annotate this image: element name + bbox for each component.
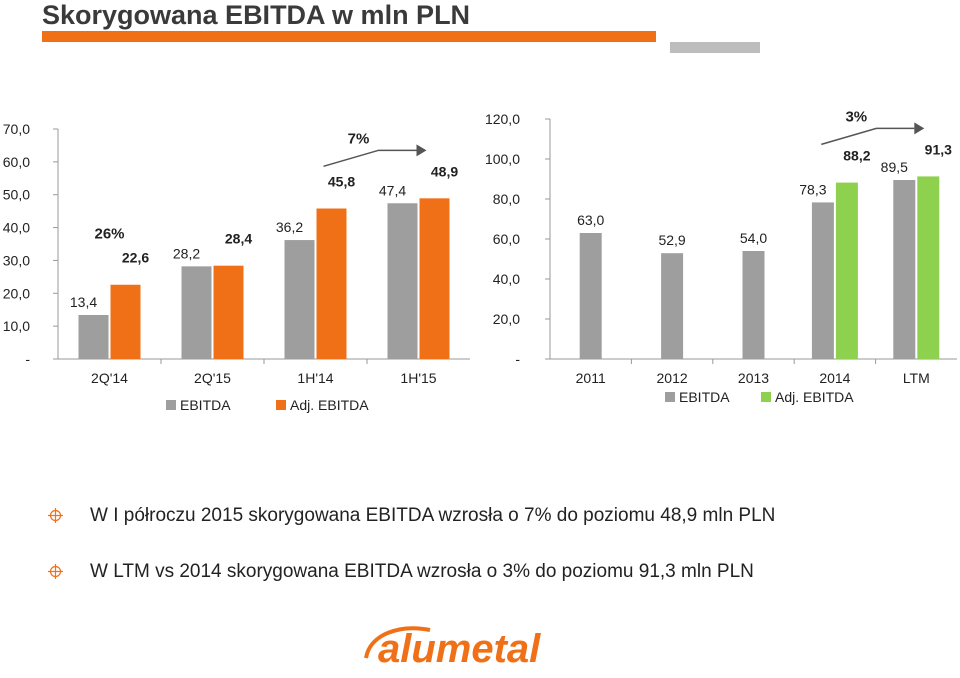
y-tick-label: 40,0 [493, 271, 520, 287]
data-label: 89,5 [881, 159, 908, 175]
alumetal-logo: alumetal [364, 626, 541, 671]
x-tick-label: 1H'14 [297, 370, 333, 386]
data-label: 88,2 [843, 148, 870, 164]
bar [917, 176, 940, 359]
bar [811, 202, 834, 359]
y-tick-label: 80,0 [493, 191, 520, 207]
data-label: 63,0 [577, 212, 604, 228]
y-tick-label: 20,0 [3, 285, 30, 301]
legend-label: Adj. EBITDA [290, 397, 369, 413]
crosshair-bullet-icon [48, 508, 63, 523]
growth-annotation: 7% [348, 130, 370, 147]
x-tick-label: 2Q'15 [194, 370, 231, 386]
bar [419, 198, 450, 359]
growth-annotation: 26% [94, 226, 124, 243]
legend-label: EBITDA [180, 397, 231, 413]
growth-arrow-line [821, 127, 915, 146]
bar [213, 265, 244, 359]
growth-arrow-line [323, 149, 417, 168]
growth-arrow-head [416, 144, 427, 157]
title-underline-orange [42, 31, 656, 42]
y-tick-label: 40,0 [3, 220, 30, 236]
x-tick-label: 1H'15 [400, 370, 436, 386]
data-label: 45,8 [328, 174, 355, 190]
bullet-text: W LTM vs 2014 skorygowana EBITDA wzrosła… [90, 561, 754, 582]
title-underline-gray [670, 42, 760, 53]
bar [387, 203, 418, 359]
bar [893, 180, 916, 359]
legend-label: EBITDA [679, 389, 730, 405]
data-label: 22,6 [122, 250, 149, 266]
x-tick-label: 2013 [738, 370, 769, 386]
bar [284, 240, 315, 359]
logo-text: alumetal [378, 627, 541, 671]
x-tick-label: 2Q'14 [91, 370, 128, 386]
legend-swatch [761, 392, 771, 402]
bar [181, 266, 212, 359]
y-tick-label: 60,0 [3, 154, 30, 170]
legend-label: Adj. EBITDA [775, 389, 854, 405]
y-tick-label: 30,0 [3, 252, 30, 268]
crosshair-bullet-icon [48, 564, 63, 579]
chart-adj-ebitda-annual: - 20,0 40,0 60,0 80,0 100,0 120,0 2011 63,0 2012 5… [485, 108, 957, 405]
x-tick-label: 2011 [576, 370, 606, 386]
y-tick-label: - [25, 351, 30, 367]
data-label: 28,4 [225, 231, 252, 247]
bar [78, 314, 109, 359]
y-tick-label: 10,0 [3, 318, 30, 334]
bullet-list: W I półroczu 2015 skorygowana EBITDA wzr… [48, 500, 928, 612]
bar [742, 251, 765, 359]
bullet-text: W I półroczu 2015 skorygowana EBITDA wzr… [90, 505, 776, 526]
data-label: 91,3 [925, 141, 952, 157]
legend-swatch [665, 392, 675, 402]
y-tick-label: 20,0 [493, 311, 520, 327]
bullet-item: W LTM vs 2014 skorygowana EBITDA wzrosła… [48, 556, 928, 586]
x-tick-label: 2012 [657, 370, 688, 386]
bar [835, 182, 858, 359]
bullet-item: W I półroczu 2015 skorygowana EBITDA wzr… [48, 500, 928, 530]
y-tick-label: 120,0 [485, 111, 520, 127]
x-tick-label: LTM [903, 370, 930, 386]
data-label: 28,2 [173, 245, 200, 261]
bar [316, 208, 347, 359]
page-title: Skorygowana EBITDA w mln PLN [42, 0, 471, 30]
y-tick-label: 100,0 [485, 151, 520, 167]
data-label: 78,3 [799, 181, 826, 197]
data-label: 13,4 [70, 294, 97, 310]
chart-adj-ebitda-quarterly: - 10,0 20,0 30,0 40,0 50,0 60,0 70,0 2Q'14 13,4 22… [3, 121, 470, 413]
legend-swatch [166, 400, 176, 410]
data-label: 36,2 [276, 219, 303, 235]
legend-swatch [276, 400, 286, 410]
logo-swoosh [364, 626, 431, 659]
y-tick-label: - [515, 351, 520, 367]
y-tick-label: 70,0 [3, 121, 30, 137]
growth-annotation: 3% [845, 108, 867, 125]
bar [110, 284, 141, 359]
y-tick-label: 50,0 [3, 187, 30, 203]
data-label: 47,4 [379, 182, 406, 198]
bar [661, 253, 684, 359]
data-label: 54,0 [740, 230, 767, 246]
x-tick-label: 2014 [819, 370, 850, 386]
bar [579, 233, 602, 359]
data-label: 48,9 [431, 163, 458, 179]
growth-arrow-head [914, 122, 925, 135]
y-tick-label: 60,0 [493, 231, 520, 247]
data-label: 52,9 [658, 232, 685, 248]
